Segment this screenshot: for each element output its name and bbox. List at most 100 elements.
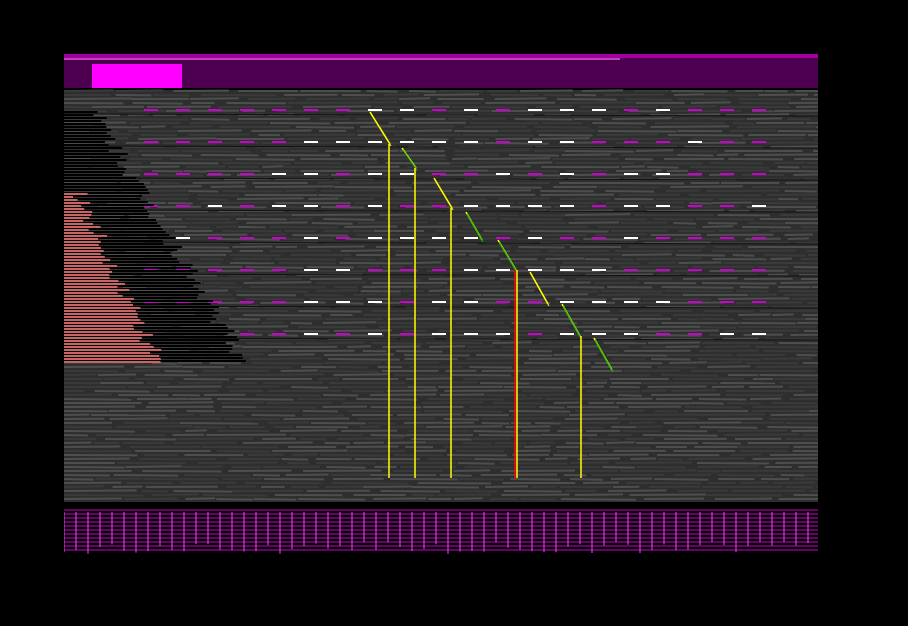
texture-stripe	[810, 490, 818, 493]
texture-stripe	[522, 293, 589, 296]
texture-stripe	[615, 461, 692, 464]
texture-stripe	[575, 277, 631, 280]
texture-stripe	[228, 274, 287, 277]
texture-stripe	[798, 262, 818, 265]
texture-stripe	[326, 466, 366, 469]
texture-stripe	[795, 113, 818, 116]
texture-stripe	[317, 181, 341, 184]
texture-stripe	[717, 474, 776, 477]
texture-stripe	[245, 266, 304, 269]
texture-stripe	[683, 277, 738, 280]
texture-stripe	[802, 314, 818, 317]
texture-stripe	[522, 389, 576, 392]
texture-stripe	[380, 257, 444, 260]
texture-stripe	[282, 238, 334, 241]
row-separator	[64, 209, 818, 213]
texture-stripe	[816, 486, 818, 489]
texture-stripe	[690, 402, 724, 405]
texture-stripe	[697, 169, 769, 172]
texture-stripe	[466, 357, 521, 360]
texture-stripe	[514, 118, 573, 121]
texture-stripe	[691, 138, 740, 141]
texture-stripe	[303, 294, 344, 297]
texture-stripe	[660, 374, 719, 377]
texture-stripe	[151, 362, 177, 365]
texture-stripe	[223, 162, 292, 165]
texture-stripe	[612, 258, 634, 261]
texture-stripe	[718, 229, 759, 232]
texture-stripe	[439, 474, 472, 477]
texture-stripe	[628, 421, 656, 424]
texture-stripe	[128, 214, 165, 217]
texture-stripe	[535, 126, 590, 129]
texture-stripe	[453, 469, 491, 472]
texture-stripe	[424, 410, 503, 413]
texture-stripe	[269, 226, 338, 229]
texture-stripe	[726, 402, 761, 405]
texture-stripe	[813, 149, 818, 152]
texture-stripe	[414, 129, 453, 132]
texture-stripe	[247, 330, 277, 333]
texture-stripe	[573, 345, 600, 348]
texture-stripe	[414, 261, 442, 264]
texture-stripe	[500, 462, 568, 465]
texture-stripe	[653, 218, 694, 221]
footer-band	[64, 509, 818, 554]
texture-stripe	[565, 442, 604, 445]
texture-stripe	[704, 94, 757, 97]
texture-stripe	[630, 457, 656, 460]
texture-stripe	[602, 466, 635, 469]
texture-stripe	[699, 426, 758, 429]
texture-stripe	[506, 253, 554, 256]
texture-stripe	[594, 233, 647, 236]
texture-stripe	[535, 422, 561, 425]
staircase-trace-shadow	[530, 273, 550, 307]
texture-stripe	[762, 357, 813, 360]
active-block-indicator	[92, 64, 182, 88]
texture-stripe	[298, 498, 366, 501]
staircase-trace-shadow	[370, 113, 392, 147]
texture-stripe	[190, 97, 239, 100]
texture-stripe	[450, 161, 518, 164]
texture-stripe	[255, 185, 334, 188]
texture-stripe	[420, 285, 444, 288]
texture-stripe	[647, 166, 679, 169]
texture-stripe	[141, 125, 166, 128]
texture-stripe	[278, 262, 336, 265]
texture-stripe	[226, 385, 280, 388]
texture-stripe	[744, 153, 818, 156]
texture-stripe	[216, 398, 294, 401]
visualization-frame	[64, 54, 818, 554]
staircase-trace-shadow	[434, 179, 454, 211]
texture-stripe	[296, 342, 326, 345]
texture-stripe	[173, 490, 233, 493]
texture-stripe	[256, 406, 317, 409]
texture-stripe	[746, 117, 782, 120]
texture-stripe	[428, 289, 452, 292]
texture-stripe	[64, 133, 132, 136]
texture-stripe	[676, 113, 721, 116]
texture-stripe	[423, 93, 479, 96]
texture-stripe	[421, 401, 484, 404]
texture-stripe	[612, 358, 646, 361]
texture-stripe	[281, 458, 309, 461]
texture-stripe	[373, 497, 427, 500]
texture-stripe	[163, 142, 214, 145]
texture-stripe	[185, 497, 216, 500]
texture-stripe	[378, 293, 401, 296]
texture-stripe	[560, 498, 636, 501]
histogram-profile	[64, 111, 246, 363]
texture-stripe	[483, 230, 524, 233]
texture-stripe	[116, 89, 163, 92]
texture-stripe	[125, 465, 182, 468]
texture-stripe	[723, 433, 799, 436]
texture-stripe	[662, 226, 697, 229]
texture-stripe	[740, 249, 796, 252]
texture-stripe	[638, 334, 702, 337]
texture-stripe	[303, 105, 372, 108]
texture-stripe	[396, 193, 451, 196]
texture-stripe	[524, 445, 551, 448]
texture-stripe	[429, 345, 466, 348]
texture-stripe	[661, 286, 734, 289]
texture-stripe	[323, 218, 375, 221]
